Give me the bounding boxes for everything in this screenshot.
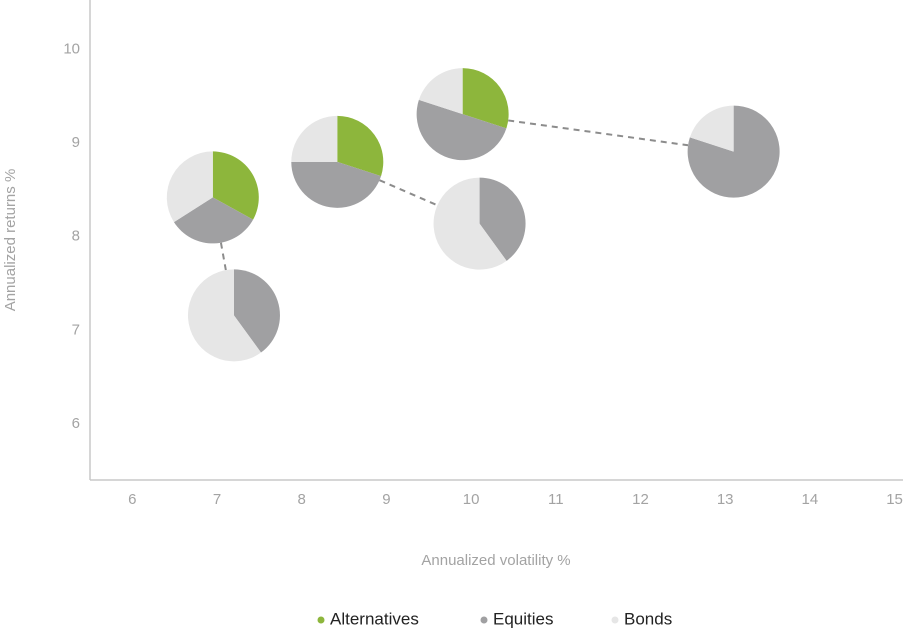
pie: [187, 269, 280, 362]
x-tick-label: 11: [548, 491, 564, 508]
legend: Alternatives Equities Bonds: [317, 609, 672, 628]
pie: [291, 115, 384, 208]
y-axis-label: Annualized returns %: [2, 169, 19, 312]
y-tick-label: 9: [72, 134, 80, 151]
pie-wedge: [416, 99, 507, 161]
legend-label: Equities: [493, 609, 553, 628]
x-tick-label: 10: [463, 491, 480, 508]
pie: [687, 105, 780, 198]
x-tick-label: 7: [213, 491, 221, 508]
x-tick-label: 8: [298, 491, 306, 508]
connector: [219, 242, 227, 271]
y-tick-label: 7: [72, 321, 80, 338]
pie-wedge: [689, 105, 734, 152]
x-tick-label: 14: [802, 491, 819, 508]
pie-wedge: [479, 177, 526, 261]
pie-wedge: [291, 161, 382, 208]
y-tick-label: 8: [72, 228, 80, 245]
x-tick-label: 13: [717, 491, 734, 508]
pie-wedge: [291, 115, 338, 162]
pie-wedge: [187, 269, 262, 362]
legend-marker: [480, 616, 488, 624]
x-axis-label: Annualized volatility %: [421, 552, 570, 569]
pie-wedge: [418, 68, 463, 115]
connector: [379, 179, 438, 207]
pie-wedge: [233, 269, 280, 353]
pie: [166, 151, 259, 244]
pie-wedge: [462, 68, 509, 129]
x-tick-label: 9: [382, 491, 390, 508]
pie: [433, 177, 526, 270]
pie-wedge: [433, 177, 507, 270]
pie-wedge: [166, 151, 213, 223]
legend-label: Bonds: [624, 609, 672, 628]
legend-label: Alternatives: [330, 609, 419, 628]
x-tick-label: 6: [128, 491, 136, 508]
y-tick-label: 10: [63, 41, 80, 58]
y-tick-label: 6: [72, 415, 80, 432]
x-tick-label: 12: [632, 491, 649, 508]
pie-wedge: [337, 115, 384, 177]
pie: [416, 68, 509, 161]
legend-marker: [611, 616, 619, 624]
x-tick-label: 15: [886, 491, 903, 508]
pie-wedge: [212, 151, 259, 220]
connector: [508, 119, 689, 147]
pie-wedge: [173, 197, 254, 244]
legend-marker: [317, 616, 325, 624]
